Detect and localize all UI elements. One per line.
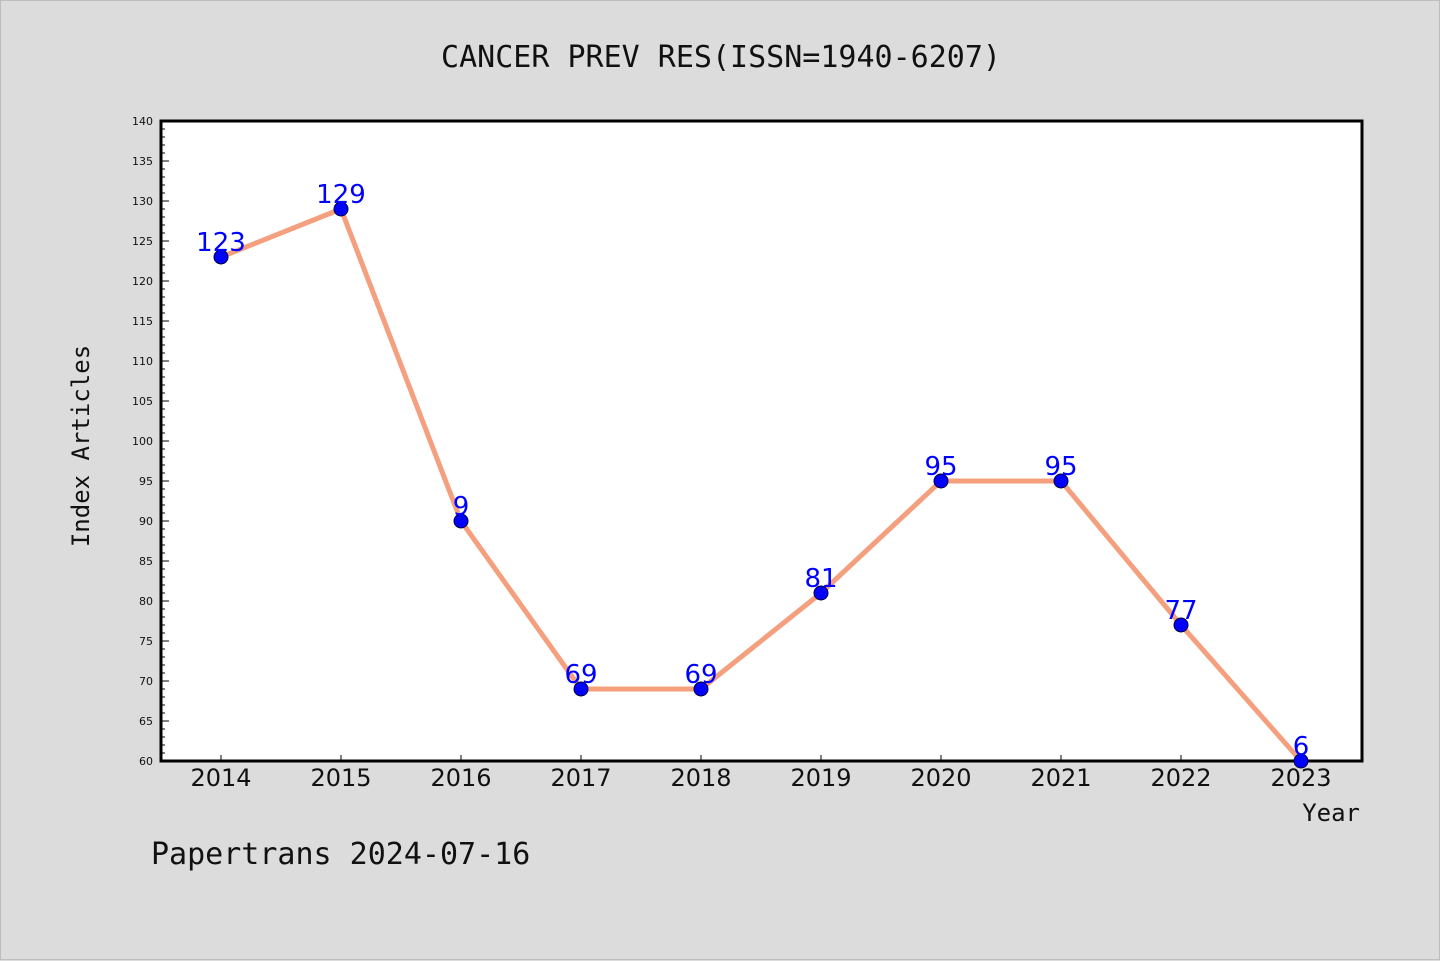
data-labels: 123 129 9 69 69 81 95 95 77 6 (196, 180, 1309, 762)
y-tick-label: 140 (132, 115, 153, 128)
plot-area (159, 119, 1364, 763)
data-point (1053, 473, 1069, 489)
series-line (220, 206, 1303, 763)
x-tick-label: 2021 (1030, 764, 1091, 792)
x-tick-label: 2022 (1150, 764, 1211, 792)
data-label: 69 (564, 660, 597, 690)
y-tick-label: 115 (132, 315, 153, 328)
y-tick-label: 100 (132, 435, 153, 448)
data-label: 9 (453, 492, 470, 522)
data-point (573, 681, 589, 697)
data-point (933, 473, 949, 489)
data-label: 77 (1164, 596, 1197, 626)
y-tick-label: 90 (139, 515, 153, 528)
x-tick-label: 2023 (1270, 764, 1331, 792)
x-axis-title: Year (1302, 799, 1360, 827)
data-label: 69 (684, 660, 717, 690)
data-label: 129 (316, 180, 366, 210)
y-tick-label: 120 (132, 275, 153, 288)
x-tick-label: 2016 (430, 764, 491, 792)
data-point (693, 681, 709, 697)
series-line-group (220, 206, 1303, 763)
data-point (813, 585, 829, 601)
x-tick-label: 2018 (670, 764, 731, 792)
y-tick-label: 135 (132, 155, 153, 168)
y-tick-label: 95 (139, 475, 153, 488)
x-tick-label: 2020 (910, 764, 971, 792)
y-tick-label: 80 (139, 595, 153, 608)
x-tick-label: 2015 (310, 764, 371, 792)
data-point (1173, 617, 1189, 633)
y-axis-title: Index Articles (67, 345, 95, 547)
x-tick-label: 2014 (190, 764, 251, 792)
y-tick-label: 65 (139, 715, 153, 728)
y-tick-label: 75 (139, 635, 153, 648)
data-point (333, 201, 349, 217)
data-label: 123 (196, 228, 246, 258)
data-point (213, 249, 229, 265)
data-label: 95 (924, 452, 957, 482)
chart-title: CANCER PREV RES(ISSN=1940-6207) (441, 40, 1001, 75)
data-label: 6 (1293, 732, 1310, 762)
data-label: 95 (1044, 452, 1077, 482)
y-tick-label: 110 (132, 355, 153, 368)
data-point (453, 513, 469, 529)
y-tick-label: 70 (139, 675, 153, 688)
x-tick-label: 2017 (550, 764, 611, 792)
y-axis-ticks: 60 65 70 75 80 85 90 95 100 105 110 115 120 125 130 135… (132, 115, 169, 768)
y-tick-label: 130 (132, 195, 153, 208)
data-points (213, 201, 1309, 769)
footer-text: Papertrans 2024-07-16 (151, 837, 530, 872)
y-tick-label: 60 (139, 755, 153, 768)
y-tick-label: 85 (139, 555, 153, 568)
x-axis-ticks: 2014 2015 2016 2017 2018 2019 2020 2021 2022 2023 (190, 755, 1332, 792)
y-tick-label: 105 (132, 395, 153, 408)
x-tick-label: 2019 (790, 764, 851, 792)
data-label: 81 (804, 564, 837, 594)
y-tick-label: 125 (132, 235, 153, 248)
data-point (1293, 753, 1309, 769)
